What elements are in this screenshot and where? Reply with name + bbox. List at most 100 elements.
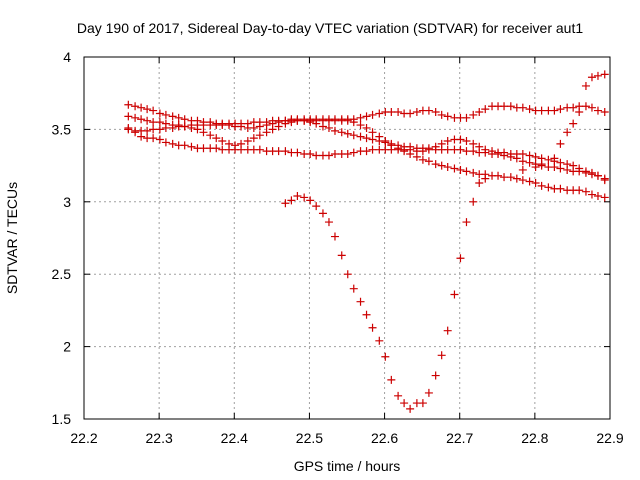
data-point: [424, 157, 433, 166]
data-point: [587, 73, 596, 82]
data-point: [443, 136, 452, 145]
x-tick-label: 22.5: [296, 430, 323, 446]
y-tick-label: 2.5: [52, 266, 72, 282]
data-point: [387, 145, 396, 154]
data-point: [330, 232, 339, 241]
data-point: [199, 128, 208, 137]
data-point: [293, 115, 302, 124]
data-point: [431, 108, 440, 117]
data-point: [349, 148, 358, 157]
data-point: [312, 115, 321, 124]
data-point: [375, 109, 384, 118]
data-point: [343, 129, 352, 138]
data-point: [274, 147, 283, 156]
data-point: [387, 375, 396, 384]
data-point: [424, 388, 433, 397]
data-point: [456, 135, 465, 144]
data-point: [212, 134, 221, 143]
data-point: [587, 190, 596, 199]
data-point: [394, 108, 403, 117]
data-point: [518, 103, 527, 112]
data-point: [531, 152, 540, 161]
data-point: [556, 139, 565, 148]
data-point: [569, 161, 578, 170]
data-point: [168, 139, 177, 148]
data-point: [155, 125, 164, 134]
data-point: [143, 116, 152, 125]
data-point: [343, 150, 352, 159]
data-point: [418, 155, 427, 164]
data-point: [424, 145, 433, 154]
data-point: [343, 270, 352, 279]
x-tick-label: 22.9: [596, 430, 623, 446]
data-point: [137, 132, 146, 141]
data-point: [469, 110, 478, 119]
data-point: [124, 112, 133, 121]
data-point: [143, 105, 152, 114]
x-tick-label: 22.7: [446, 430, 473, 446]
series-sat-E: [281, 174, 490, 413]
y-tick-label: 4: [63, 49, 71, 65]
data-point: [249, 134, 258, 143]
data-point: [518, 150, 527, 159]
data-point: [155, 135, 164, 144]
data-point: [368, 145, 377, 154]
data-point: [488, 147, 497, 156]
data-point: [500, 173, 509, 182]
data-point: [356, 132, 365, 141]
data-point: [318, 122, 327, 131]
data-point: [168, 123, 177, 132]
data-point: [255, 145, 264, 154]
data-point: [431, 371, 440, 380]
data-point: [481, 145, 490, 154]
data-point: [330, 150, 339, 159]
data-point: [544, 155, 553, 164]
data-point: [124, 100, 133, 109]
data-point: [330, 126, 339, 135]
data-point: [581, 187, 590, 196]
data-point: [180, 141, 189, 150]
data-point: [212, 144, 221, 153]
data-point: [187, 142, 196, 151]
data-point: [143, 126, 152, 135]
data-point: [306, 150, 315, 159]
data-point: [443, 145, 452, 154]
data-point: [330, 115, 339, 124]
data-point: [593, 106, 602, 115]
data-point: [218, 136, 227, 145]
data-point: [431, 142, 440, 151]
data-point: [362, 134, 371, 143]
data-point: [375, 132, 384, 141]
data-point: [563, 160, 572, 169]
data-point: [500, 148, 509, 157]
data-point: [356, 297, 365, 306]
data-point: [537, 160, 546, 169]
data-point: [161, 110, 170, 119]
chart-title: Day 190 of 2017, Sidereal Day-to-day VTE…: [77, 20, 584, 36]
data-point: [356, 113, 365, 122]
data-point: [137, 115, 146, 124]
data-point: [424, 106, 433, 115]
data-point: [218, 145, 227, 154]
data-point: [500, 102, 509, 111]
data-point: [281, 147, 290, 156]
data-point: [481, 174, 490, 183]
x-tick-label: 22.6: [371, 430, 398, 446]
data-point: [443, 163, 452, 172]
data-point: [575, 186, 584, 195]
data-point: [131, 102, 140, 111]
data-point: [155, 118, 164, 127]
data-point: [575, 108, 584, 117]
data-point: [362, 123, 371, 132]
series-sat-F: [518, 70, 609, 174]
y-axis-label: SDTVAR / TECUs: [4, 182, 20, 294]
data-point: [306, 196, 315, 205]
data-point: [131, 113, 140, 122]
data-point: [437, 110, 446, 119]
data-point: [337, 128, 346, 137]
data-point: [262, 128, 271, 137]
data-point: [431, 160, 440, 169]
data-point: [462, 136, 471, 145]
data-point: [537, 181, 546, 190]
data-point: [293, 192, 302, 201]
